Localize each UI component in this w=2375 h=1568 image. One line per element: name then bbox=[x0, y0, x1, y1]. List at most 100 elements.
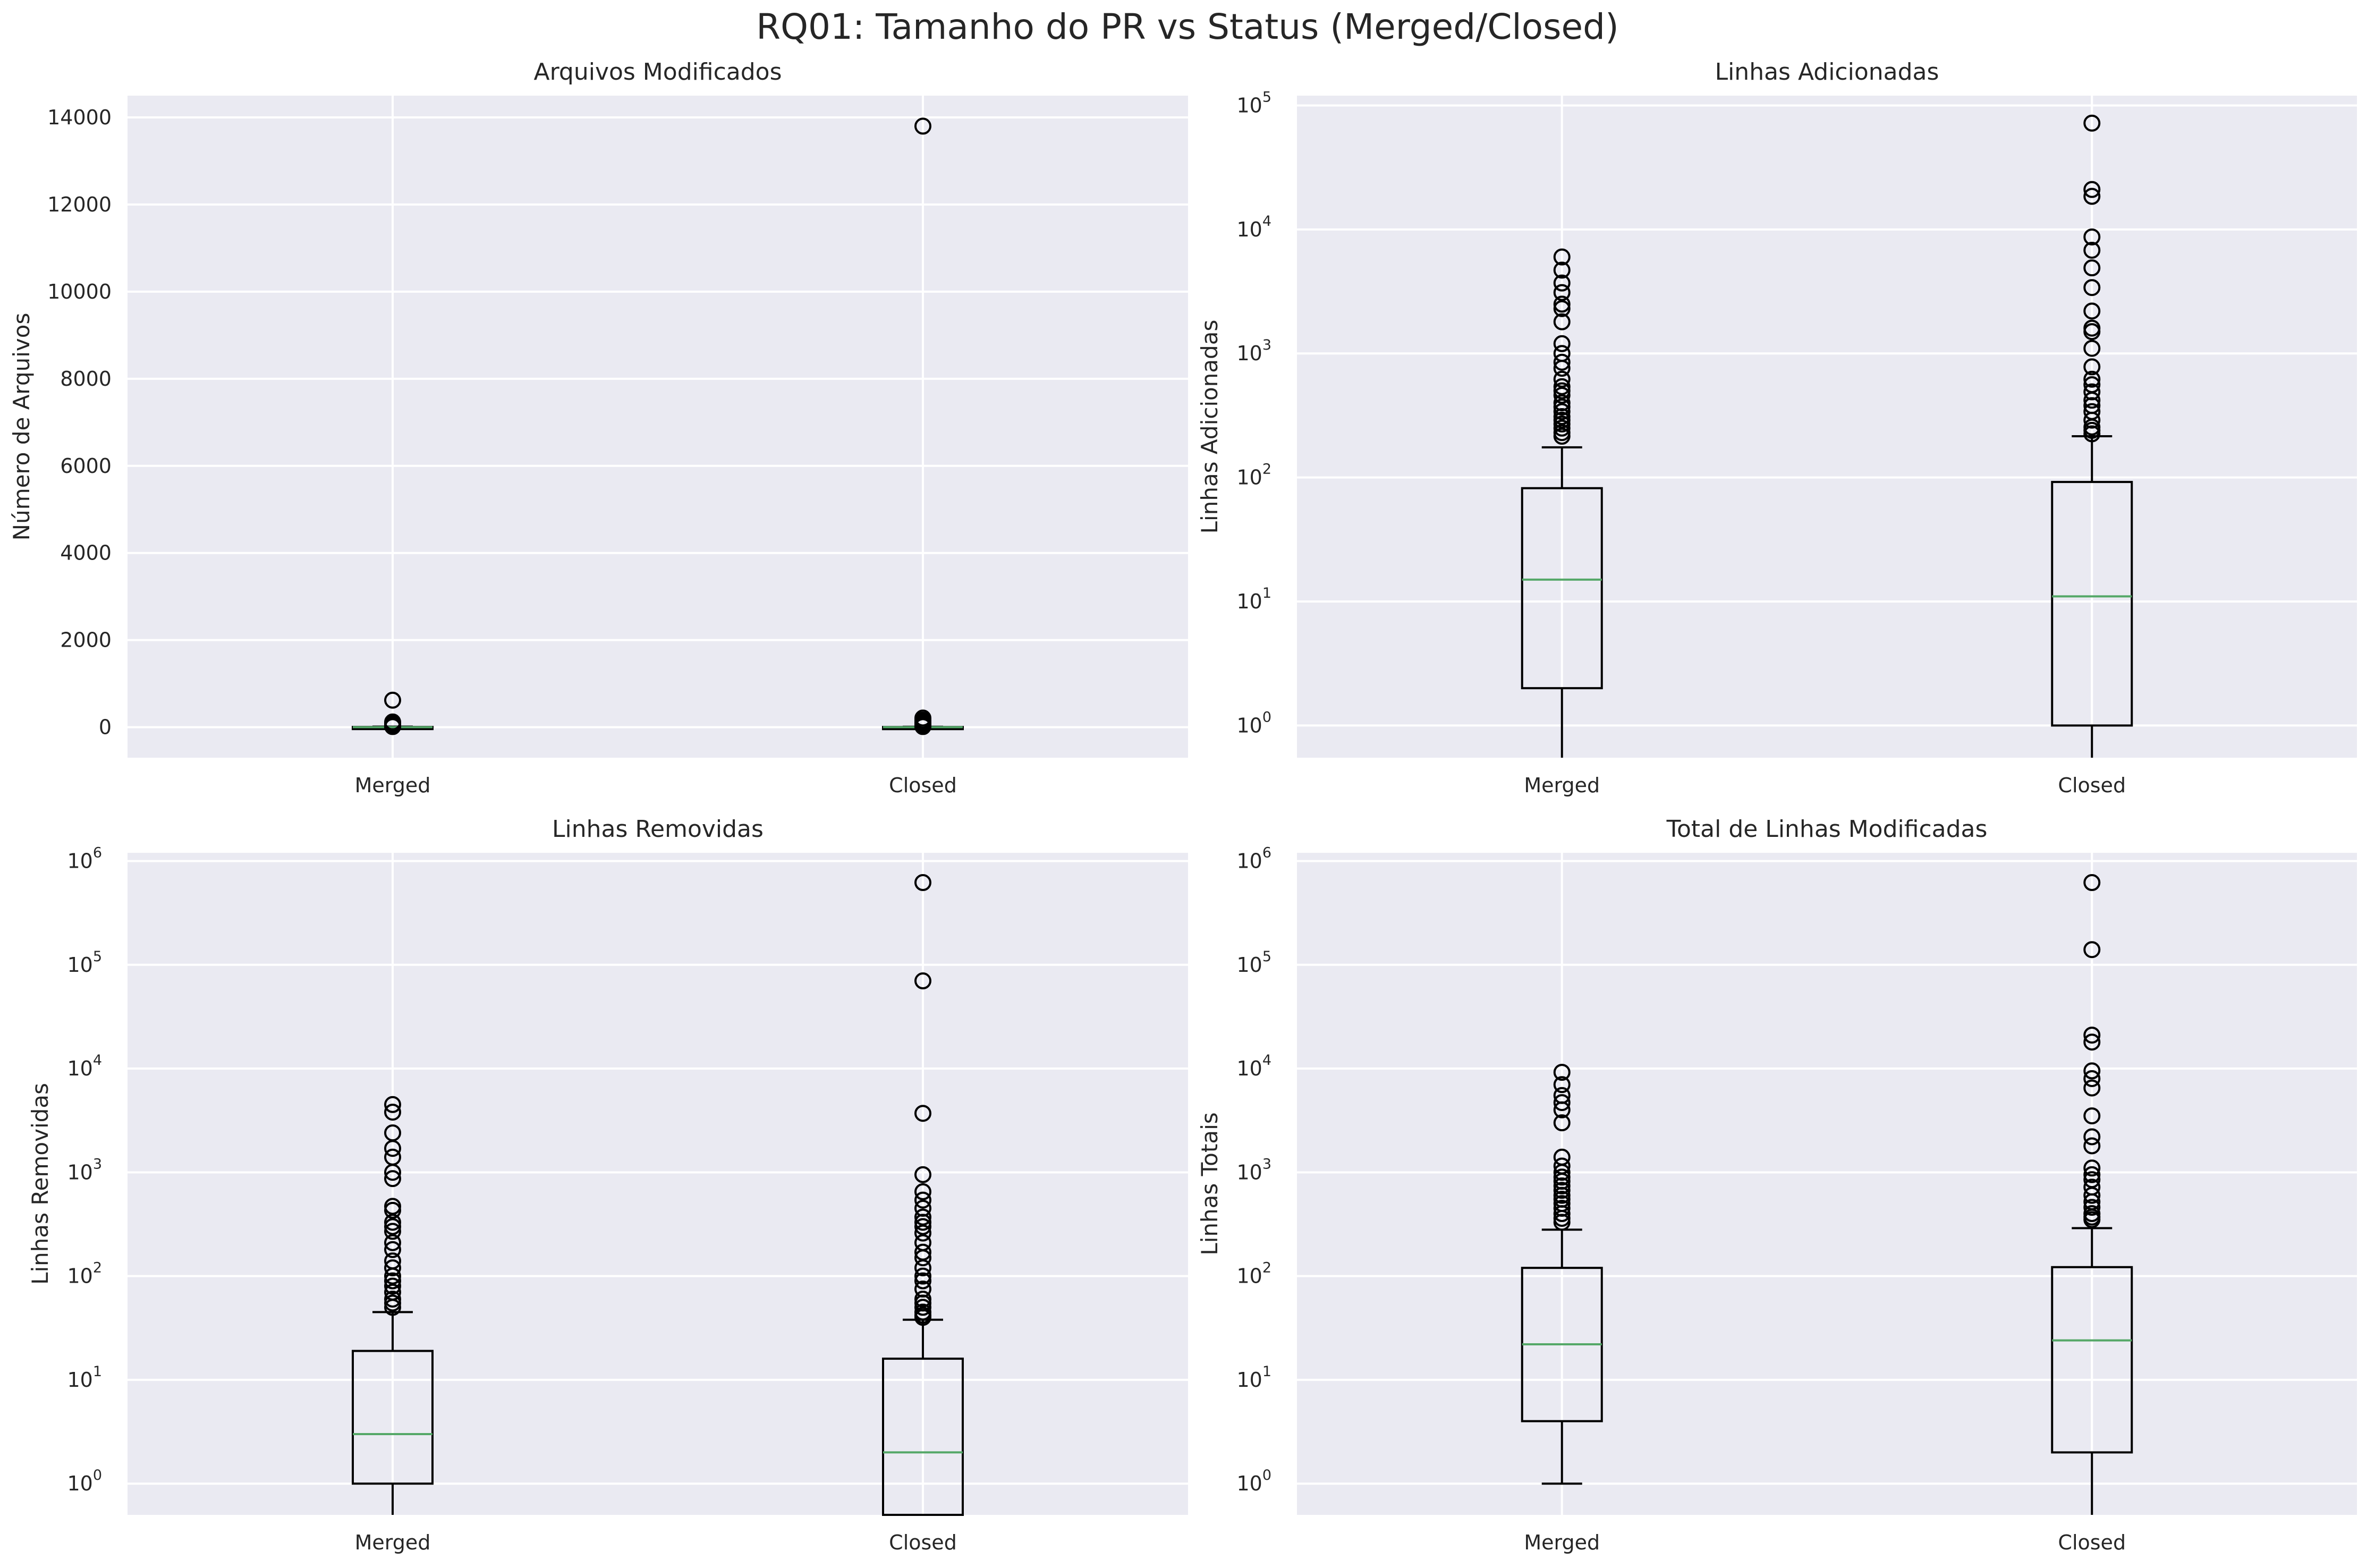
outlier-point bbox=[2083, 279, 2101, 296]
outlier-point bbox=[914, 1105, 931, 1122]
plot-area bbox=[128, 96, 1188, 758]
outlier-point bbox=[914, 117, 931, 135]
y-tick-label: 104 bbox=[1236, 1052, 1271, 1080]
y-axis-label: Linhas Adicionadas bbox=[1197, 320, 1223, 534]
box-iqr bbox=[352, 1350, 434, 1485]
outlier-point bbox=[384, 1164, 401, 1181]
y-axis-label: Linhas Totais bbox=[1197, 1112, 1223, 1255]
outlier-point bbox=[2083, 323, 2101, 341]
x-tick-label: Closed bbox=[2058, 774, 2126, 797]
box-closed bbox=[2051, 874, 2133, 1515]
y-axis-label: Número de Arquivos bbox=[9, 313, 35, 541]
outlier-point bbox=[2083, 358, 2101, 376]
x-tick-label: Closed bbox=[2058, 1531, 2126, 1554]
box-iqr bbox=[1521, 487, 1603, 690]
outlier-point bbox=[1553, 394, 1571, 412]
outlier-point bbox=[2083, 941, 2101, 959]
outlier-point bbox=[2083, 1107, 2101, 1125]
outlier-point bbox=[2083, 383, 2101, 401]
outlier-point bbox=[1553, 1182, 1571, 1199]
box-iqr bbox=[2051, 481, 2133, 727]
plot-area bbox=[128, 853, 1188, 1515]
outlier-point bbox=[384, 1140, 401, 1157]
outlier-point bbox=[2083, 1137, 2101, 1155]
x-tick-label: Closed bbox=[889, 774, 957, 797]
box-merged bbox=[1521, 248, 1603, 758]
y-tick-label: 101 bbox=[1236, 1363, 1271, 1392]
outlier-point bbox=[1553, 403, 1571, 420]
subplot-total-linhas-modificadas: 100 101 102 103 104 105 106 Merged Closed Total d… bbox=[1197, 816, 2357, 1554]
y-tick-label: 106 bbox=[67, 844, 102, 872]
outlier-point bbox=[2083, 1159, 2101, 1177]
y-tick-label: 102 bbox=[1236, 461, 1271, 489]
y-tick-label: 103 bbox=[1236, 1156, 1271, 1184]
box-iqr bbox=[2051, 1266, 2133, 1454]
plot-area bbox=[1297, 96, 2357, 758]
outlier-point bbox=[1553, 399, 1571, 416]
outlier-point bbox=[2083, 259, 2101, 277]
outlier-point bbox=[914, 1214, 931, 1231]
y-tick-label: 10000 bbox=[47, 280, 112, 303]
y-tick-label: 2000 bbox=[60, 629, 112, 652]
outlier-point bbox=[1553, 1214, 1571, 1231]
outlier-point bbox=[1553, 274, 1571, 292]
outlier-point bbox=[914, 1259, 931, 1277]
subplot-arquivos-modificados: 0 2000 4000 6000 8000 10000 12000 14000 Merged Cl… bbox=[9, 58, 1188, 797]
y-tick-label: 104 bbox=[67, 1052, 102, 1080]
y-axis-label: Linhas Removidas bbox=[27, 1083, 53, 1285]
outlier-point bbox=[2083, 1070, 2101, 1087]
outlier-point bbox=[2083, 874, 2101, 892]
box-merged bbox=[352, 691, 434, 735]
outlier-point bbox=[914, 874, 931, 892]
box-closed bbox=[882, 874, 964, 1516]
y-tick-label: 4000 bbox=[60, 541, 112, 565]
outlier-point bbox=[1553, 313, 1571, 330]
outlier-point bbox=[914, 1272, 931, 1290]
outlier-point bbox=[2083, 114, 2101, 132]
outlier-point bbox=[384, 1277, 401, 1295]
outlier-point bbox=[2083, 1079, 2101, 1097]
outlier-point bbox=[1553, 378, 1571, 395]
outlier-point bbox=[914, 972, 931, 990]
outlier-point bbox=[2083, 302, 2101, 320]
outlier-point bbox=[2083, 241, 2101, 259]
y-tick-label: 105 bbox=[1236, 948, 1271, 977]
outlier-point bbox=[2083, 370, 2101, 388]
outlier-point bbox=[914, 1224, 931, 1242]
outlier-point bbox=[384, 1259, 401, 1277]
outlier-point bbox=[1553, 295, 1571, 313]
y-tick-label: 12000 bbox=[47, 193, 112, 216]
outlier-point bbox=[914, 1299, 931, 1316]
y-tick-label: 106 bbox=[1236, 844, 1271, 872]
outlier-point bbox=[1553, 335, 1571, 352]
box-closed bbox=[882, 117, 964, 735]
outlier-point bbox=[1553, 360, 1571, 377]
outlier-point bbox=[2083, 1128, 2101, 1146]
x-tick-label: Merged bbox=[355, 1531, 431, 1554]
subplot-title: Linhas Removidas bbox=[552, 816, 764, 843]
outlier-point bbox=[384, 1214, 401, 1231]
outlier-point bbox=[914, 1166, 931, 1183]
y-tick-label: 103 bbox=[1236, 337, 1271, 365]
outlier-point bbox=[1553, 428, 1571, 445]
outlier-point bbox=[384, 1201, 401, 1219]
outlier-point bbox=[384, 1223, 401, 1240]
x-tick-label: Merged bbox=[1524, 1531, 1600, 1554]
subplot-linhas-adicionadas: 100 101 102 103 104 105 Merged Closed Linhas Adi… bbox=[1197, 58, 2357, 797]
outlier-point bbox=[1553, 1205, 1571, 1223]
outlier-point bbox=[384, 1170, 401, 1188]
outlier-point bbox=[1553, 382, 1571, 400]
y-tick-label: 100 bbox=[67, 1467, 102, 1495]
outlier-point bbox=[384, 1234, 401, 1251]
outlier-point bbox=[1553, 419, 1571, 437]
x-tick-label: Merged bbox=[1524, 774, 1600, 797]
outlier-point bbox=[2083, 425, 2101, 443]
outlier-point bbox=[1553, 248, 1571, 266]
outlier-point bbox=[2083, 228, 2101, 245]
outlier-point bbox=[1553, 370, 1571, 388]
outlier-point bbox=[2083, 340, 2101, 357]
y-tick-label: 105 bbox=[67, 948, 102, 977]
y-tick-label: 105 bbox=[1236, 89, 1271, 117]
y-tick-label: 104 bbox=[1236, 213, 1271, 241]
